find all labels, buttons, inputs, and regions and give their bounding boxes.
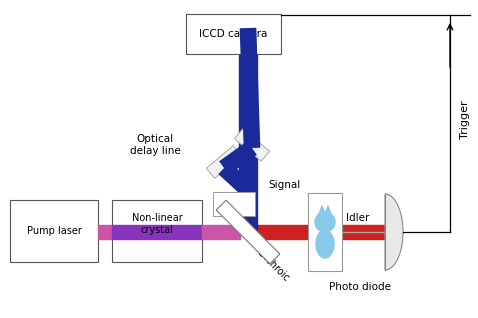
Ellipse shape [316, 230, 334, 258]
Text: Idler: Idler [346, 213, 369, 223]
Bar [206, 146, 241, 178]
Polygon shape [385, 194, 403, 270]
Bar [213, 192, 255, 216]
Text: Dichroic: Dichroic [256, 248, 291, 283]
Bar [216, 200, 280, 264]
Text: Pump laser: Pump laser [27, 226, 81, 236]
Text: Signal: Signal [268, 180, 300, 190]
Text: Optical
delay line: Optical delay line [130, 134, 180, 156]
Polygon shape [325, 206, 331, 214]
Bar [234, 129, 270, 161]
Text: Trigger: Trigger [460, 101, 470, 139]
Bar [112, 200, 202, 262]
Bar [308, 193, 342, 271]
Circle shape [315, 212, 335, 232]
Polygon shape [319, 206, 325, 214]
Text: Non-linear
crystal: Non-linear crystal [131, 213, 183, 235]
Text: Photo diode: Photo diode [329, 282, 391, 292]
Bar [186, 14, 281, 54]
Text: ICCD camera: ICCD camera [199, 29, 267, 39]
Bar [10, 200, 98, 262]
